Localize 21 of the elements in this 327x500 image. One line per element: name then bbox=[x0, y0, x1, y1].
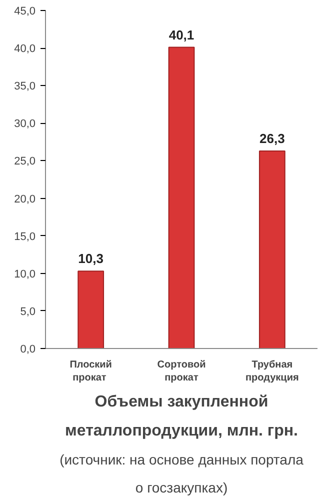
bar bbox=[78, 270, 104, 348]
bar bbox=[258, 150, 286, 348]
y-tick-label: 25,0 bbox=[14, 156, 36, 168]
y-tick-label: 30,0 bbox=[14, 118, 36, 130]
data-label: 10,3 bbox=[78, 251, 104, 266]
data-label: 40,1 bbox=[168, 27, 194, 42]
text: Объемы закупленной металлопродукции, млн. грн. bbox=[65, 394, 298, 440]
y-tick-label: 0,0 bbox=[20, 344, 36, 356]
text: (источник: на основе данных портала о госзакупках) bbox=[60, 452, 304, 496]
x-tick-label: Сортовой прокат bbox=[157, 360, 206, 384]
data-label: 26,3 bbox=[260, 130, 285, 146]
bar bbox=[168, 46, 195, 348]
y-tick-label: 45,0 bbox=[14, 6, 36, 18]
x-tick-label: Плоский прокат bbox=[70, 360, 112, 384]
y-tick-label: 20,0 bbox=[14, 193, 36, 206]
x-tick-label: Трубная продукция bbox=[246, 360, 299, 384]
y-tick-label: 35,0 bbox=[14, 80, 36, 93]
y-tick-label: 40,0 bbox=[14, 43, 36, 56]
y-tick-label: 15,0 bbox=[14, 230, 36, 243]
y-tick-label: 10,0 bbox=[14, 268, 36, 280]
y-tick-label: 5,0 bbox=[20, 306, 36, 318]
